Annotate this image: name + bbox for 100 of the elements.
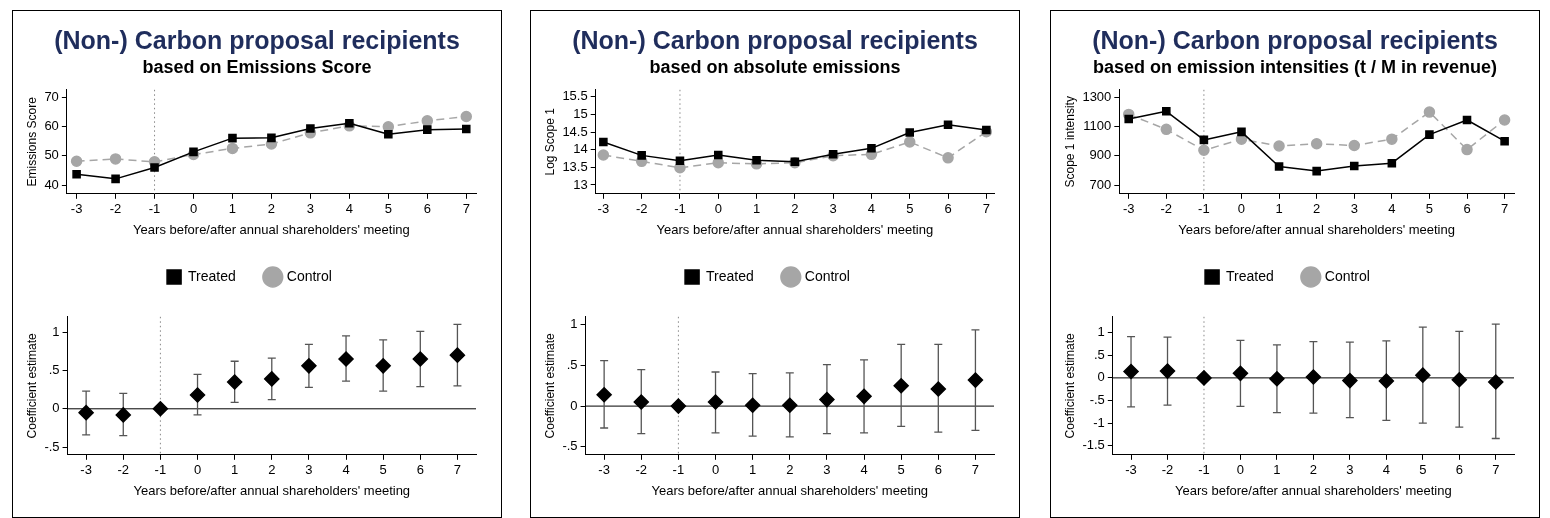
- x-tick-label: 7: [1492, 462, 1500, 478]
- x-tick-label: 6: [944, 201, 952, 217]
- x-tick-label: -3: [80, 462, 92, 478]
- y-tick-label: -.5: [44, 438, 60, 454]
- y-axis-title: Scope 1 intensity: [1062, 96, 1077, 188]
- x-tick-label: 3: [1346, 462, 1354, 478]
- y-tick-label: 13.5: [562, 158, 588, 174]
- y-tick-label: 15: [573, 106, 588, 122]
- x-tick-label: 5: [1425, 201, 1434, 217]
- x-tick-label: 4: [860, 462, 868, 478]
- x-tick-label: 4: [345, 201, 353, 217]
- chart-title: (Non-) Carbon proposal recipients: [53, 25, 461, 55]
- x-tick-label: 7: [1500, 201, 1509, 217]
- y-tick-label: -1: [1093, 414, 1105, 430]
- x-tick-label: 3: [306, 201, 315, 217]
- x-tick-label: 1: [1273, 462, 1281, 478]
- x-tick-label: 5: [379, 462, 387, 478]
- x-tick-label: -2: [1160, 201, 1173, 217]
- x-tick-label: -1: [672, 462, 685, 478]
- x-tick-label: 5: [906, 201, 914, 217]
- x-axis-title: Years before/after annual shareholders' meeting: [651, 482, 929, 498]
- x-tick-label: 4: [867, 201, 876, 217]
- y-tick-label: 50: [44, 147, 59, 163]
- y-tick-label: .5: [1093, 346, 1105, 362]
- y-tick-label: 14.5: [562, 123, 588, 139]
- y-tick-label: .5: [48, 362, 60, 378]
- y-axis-title: Log Scope 1: [542, 107, 557, 176]
- x-tick-label: 4: [342, 462, 350, 478]
- legend-label: Treated: [188, 267, 236, 284]
- chart-subtitle: based on Emissions Score: [141, 56, 373, 79]
- y-tick-label: 14: [573, 141, 588, 157]
- x-tick-label: -3: [1125, 462, 1137, 478]
- y-axis-title: Coefficient estimate: [24, 332, 39, 439]
- x-axis-title: Years before/after annual shareholders' meeting: [133, 482, 411, 498]
- x-tick-label: -2: [109, 201, 122, 217]
- y-axis-title: Coefficient estimate: [1062, 332, 1077, 439]
- x-tick-label: 2: [1309, 462, 1318, 478]
- x-tick-label: 3: [829, 201, 837, 217]
- x-tick-label: 1: [228, 201, 237, 217]
- x-tick-label: 6: [423, 201, 431, 217]
- x-tick-label: 2: [786, 462, 794, 478]
- y-tick-label: -.5: [1089, 392, 1105, 408]
- y-axis-title: Emissions Score: [24, 96, 39, 187]
- x-tick-label: 5: [1419, 462, 1427, 478]
- legend-label: Control: [286, 267, 332, 284]
- chart-title: (Non-) Carbon proposal recipients: [571, 25, 979, 55]
- x-tick-label: 0: [1236, 462, 1245, 478]
- x-tick-label: 7: [971, 462, 980, 478]
- legend-label: Treated: [1226, 267, 1274, 284]
- x-tick-label: 4: [1388, 201, 1396, 217]
- x-tick-label: 5: [897, 462, 905, 478]
- x-tick-label: -3: [1122, 201, 1135, 217]
- x-tick-label: 1: [231, 462, 239, 478]
- y-tick-label: 13: [573, 176, 588, 192]
- x-tick-label: 3: [823, 462, 831, 478]
- x-tick-label: 6: [416, 462, 424, 478]
- chart-title: (Non-) Carbon proposal recipients: [1091, 25, 1499, 55]
- x-tick-label: 1: [752, 201, 761, 217]
- x-tick-label: 6: [1463, 201, 1471, 217]
- x-tick-label: -1: [1198, 201, 1210, 217]
- y-tick-label: 70: [44, 88, 59, 104]
- x-tick-label: 4: [1382, 462, 1390, 478]
- y-tick-label: 60: [44, 118, 59, 133]
- y-tick-label: 0: [52, 400, 60, 416]
- x-tick-label: -1: [1198, 462, 1210, 478]
- x-tick-label: -2: [1161, 462, 1174, 478]
- x-tick-label: 0: [714, 201, 722, 217]
- x-tick-label: -1: [154, 462, 167, 478]
- x-tick-label: 0: [711, 462, 720, 478]
- y-tick-label: 1300: [1082, 88, 1112, 104]
- x-axis-title: Years before/after annual shareholders' meeting: [133, 221, 410, 237]
- chart-subtitle: based on emission intensities (t / M in revenue): [1091, 56, 1499, 79]
- y-tick-label: 40: [44, 176, 59, 192]
- x-tick-label: 2: [267, 201, 276, 217]
- x-tick-label: -1: [148, 201, 161, 217]
- x-axis-title: Years before/after annual shareholders' meeting: [656, 221, 934, 237]
- y-tick-label: -1.5: [1082, 437, 1105, 453]
- y-tick-label: 15.5: [562, 88, 588, 104]
- x-tick-label: 6: [1455, 462, 1463, 478]
- y-tick-label: 0: [570, 397, 578, 413]
- y-tick-label: 1100: [1083, 118, 1112, 133]
- x-tick-label: -3: [597, 201, 610, 217]
- x-tick-label: 2: [268, 462, 276, 478]
- x-tick-label: -3: [70, 201, 83, 217]
- x-tick-label: 1: [1275, 201, 1283, 217]
- x-tick-label: -2: [117, 462, 130, 478]
- y-tick-label: -.5: [562, 438, 578, 454]
- x-tick-label: 2: [791, 201, 799, 217]
- y-tick-label: 0: [1097, 369, 1105, 385]
- y-axis-title: Coefficient estimate: [542, 332, 557, 439]
- x-tick-label: -2: [635, 201, 648, 217]
- x-tick-label: 3: [1350, 201, 1358, 217]
- y-tick-label: 700: [1089, 176, 1112, 192]
- legend-label: Control: [804, 267, 850, 284]
- x-axis-title: Years before/after annual shareholders' meeting: [1175, 482, 1452, 498]
- x-tick-label: 0: [193, 462, 202, 478]
- y-tick-label: .5: [566, 357, 578, 373]
- x-tick-label: 7: [462, 201, 470, 217]
- x-tick-label: 0: [1237, 201, 1246, 217]
- x-tick-label: 0: [189, 201, 198, 217]
